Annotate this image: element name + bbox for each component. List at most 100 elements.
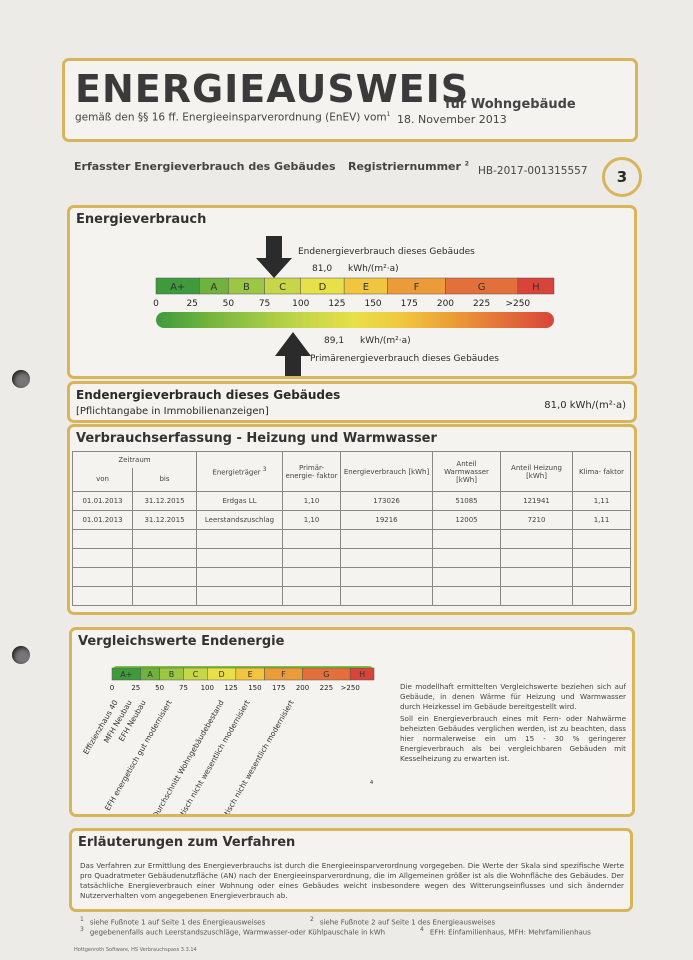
- scale-label: 100: [292, 299, 309, 309]
- value: 81,0 kWh/(m²·a): [544, 400, 626, 411]
- class-label: G: [478, 282, 486, 293]
- empty-row: [72, 548, 631, 568]
- scale-label: 100: [201, 684, 214, 692]
- explanation-box: Erläuterungen zum Verfahren Das Verfahre…: [69, 828, 633, 912]
- data-cell: 31.12.2015: [132, 510, 197, 530]
- class-label: C: [193, 670, 199, 679]
- empty-cell: [432, 586, 501, 606]
- gradient-bar: [156, 312, 554, 328]
- data-cell: 1,11: [572, 510, 631, 530]
- scale-label: >250: [505, 299, 530, 309]
- scale-label: 225: [473, 299, 490, 309]
- empty-cell: [132, 548, 197, 568]
- scale-label: 175: [401, 299, 418, 309]
- empty-cell: [340, 548, 433, 568]
- data-cell: 173026: [340, 491, 433, 511]
- footnote: 4 EFH: Einfamilienhaus, MFH: Mehrfamilien…: [420, 926, 591, 936]
- class-label: D: [218, 670, 224, 679]
- header-row: Zeitraum Energieträger 3 Primär- energie- …: [72, 451, 631, 492]
- class-label: A+: [170, 282, 185, 293]
- empty-cell: [196, 529, 283, 549]
- comparison-text: Die modellhaft ermittelten Vergleichswer…: [400, 682, 626, 766]
- empty-cell: [132, 586, 197, 606]
- class-label: B: [243, 282, 250, 293]
- header-box: ENERGIEAUSWEIS für Wohngebäude gemäß den…: [62, 58, 638, 142]
- data-cell: 01.01.2013: [72, 510, 133, 530]
- footnote-mark: 3: [262, 466, 267, 474]
- scale-label: 225: [320, 684, 333, 692]
- primary-label: Primärenergieverbrauch dieses Gebäudes: [310, 354, 499, 364]
- class-label: A: [210, 282, 217, 293]
- header-cell: Klima- faktor: [572, 451, 631, 492]
- data-cell: 31.12.2015: [132, 491, 197, 511]
- paragraph: Die modellhaft ermittelten Vergleichswer…: [400, 682, 626, 711]
- scale-label: 125: [224, 684, 237, 692]
- header-text: Anteil Heizung [kWh]: [511, 463, 562, 480]
- header-cell: Zeitraum: [72, 451, 197, 468]
- class-label: B: [169, 670, 175, 679]
- page-number: 3: [602, 157, 642, 197]
- final-value: 81,0: [312, 264, 333, 274]
- reg-number: HB-2017-001315557: [478, 165, 588, 177]
- recording-box: Verbrauchserfassung - Heizung und Warmwa…: [67, 424, 637, 615]
- scale-label: 25: [186, 299, 197, 309]
- legal: gemäß den §§ 16 ff. Energieeinsparverord…: [75, 111, 390, 124]
- header-cell: Energieverbrauch [kWh]: [340, 451, 433, 492]
- section-title: Erläuterungen zum Verfahren: [78, 835, 296, 850]
- data-row: 01.01.2013 31.12.2015 Leerstandszuschlag 1,…: [72, 510, 631, 530]
- data-cell: 12005: [432, 510, 501, 530]
- empty-cell: [572, 529, 631, 549]
- class-label: E: [363, 282, 369, 293]
- footnote: 1 siehe Fußnote 1 auf Seite 1 des Energie…: [80, 916, 265, 926]
- empty-cell: [132, 567, 197, 587]
- primary-arrow: [275, 332, 311, 376]
- scale-label: 200: [296, 684, 309, 692]
- footnote-text: siehe Fußnote 1 auf Seite 1 des Energiea…: [89, 918, 266, 927]
- scale-label: 0: [110, 684, 114, 692]
- class-label: F: [414, 282, 420, 293]
- comparison-scale: A+ A B C D E F G H0 25 50 75 100 125 150 175 200 225 >250E…: [81, 666, 375, 814]
- punch-hole: [12, 646, 30, 664]
- empty-row: [72, 529, 631, 549]
- empty-cell: [432, 548, 501, 568]
- empty-cell: [132, 529, 197, 549]
- empty-cell: [72, 586, 133, 606]
- data-cell: 121941: [500, 491, 573, 511]
- consumption-label: Erfasster Energieverbrauch des Gebäudes: [74, 160, 336, 173]
- class-label: C: [279, 282, 286, 293]
- data-cell: Leerstandszuschlag: [196, 510, 283, 530]
- empty-cell: [572, 548, 631, 568]
- class-label: H: [359, 670, 365, 679]
- header-text: Anteil Warmwasser [kWh]: [444, 459, 489, 484]
- header-text: Energieverbrauch [kWh]: [343, 467, 430, 476]
- class-cell: [517, 277, 555, 295]
- final-energy-box: Endenergieverbrauch dieses Gebäudes [Pfl…: [67, 381, 637, 423]
- header-text: Klima- faktor: [578, 467, 625, 476]
- date: 18. November 2013: [397, 113, 507, 126]
- final-arrow: [256, 236, 292, 278]
- empty-cell: [432, 529, 501, 549]
- header-cell: von: [72, 467, 133, 492]
- paragraph: Soll ein Energieverbrauch eines mit Fern…: [400, 714, 626, 763]
- class-label: D: [319, 282, 327, 293]
- software: Hottgenroth Software, HS Verbrauchspass …: [74, 947, 197, 953]
- empty-cell: [196, 586, 283, 606]
- empty-cell: [282, 567, 341, 587]
- class-label: A+: [120, 670, 132, 679]
- note: [Pflichtangabe in Immobilienanzeigen]: [76, 406, 269, 417]
- consumption-box: Energieverbrauch A+ A B C D E F G H 0 25 50 75 100 125…: [67, 205, 637, 379]
- empty-cell: [196, 548, 283, 568]
- punch-hole: [12, 370, 30, 388]
- comparison-box: Vergleichswerte Endenergie A+ A B C D E F G H 0 25…: [69, 627, 635, 817]
- scale-label: 50: [223, 299, 235, 309]
- data-cell: 1,10: [282, 491, 341, 511]
- section-title: Verbrauchserfassung - Heizung und Warmwa…: [76, 431, 437, 446]
- footnote-mark: 3: [80, 926, 84, 933]
- class-label: E: [248, 670, 253, 679]
- footnote-text: gegebenenfalls auch Leerstandszuschläge,…: [89, 928, 386, 937]
- header-text: Energieträger: [212, 468, 261, 477]
- footnote-mark: 4: [420, 926, 424, 933]
- empty-cell: [340, 567, 433, 587]
